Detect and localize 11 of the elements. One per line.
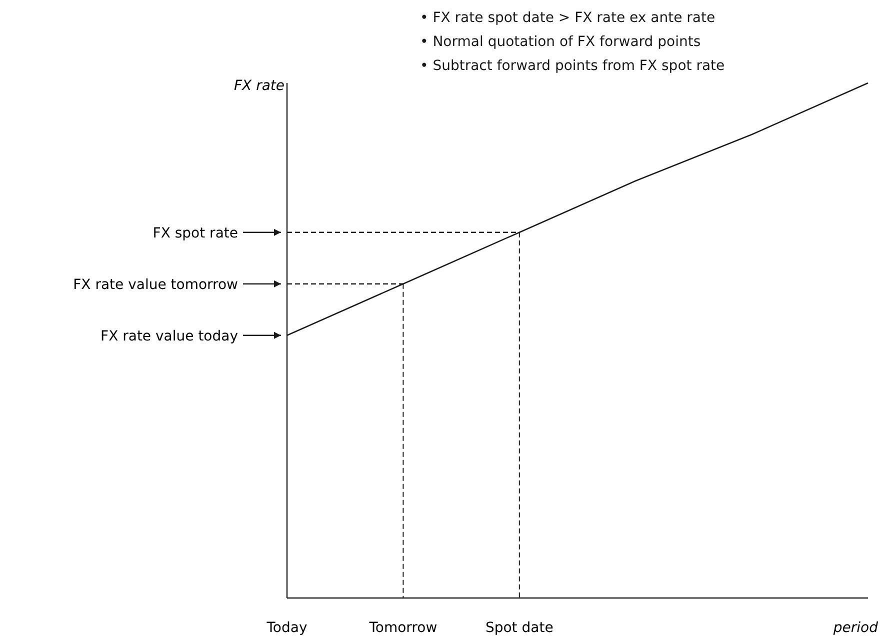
x-tick-label: Today xyxy=(266,620,308,636)
ref-line-label: FX rate value today xyxy=(100,328,238,344)
text: • Normal quotation of FX forward points xyxy=(420,34,701,50)
y-axis-title: FX rate xyxy=(234,78,285,94)
x-tick-label: Tomorrow xyxy=(368,620,438,636)
text: • Subtract forward points from FX spot rate xyxy=(420,58,725,74)
x-tick-label: Spot date xyxy=(485,620,554,636)
ref-line-label: FX spot rate xyxy=(152,225,238,242)
text: • FX rate spot date > FX rate ex ante rate xyxy=(420,10,716,26)
ref-line-label: FX rate value tomorrow xyxy=(73,276,238,293)
x-axis-title: period xyxy=(832,620,878,636)
